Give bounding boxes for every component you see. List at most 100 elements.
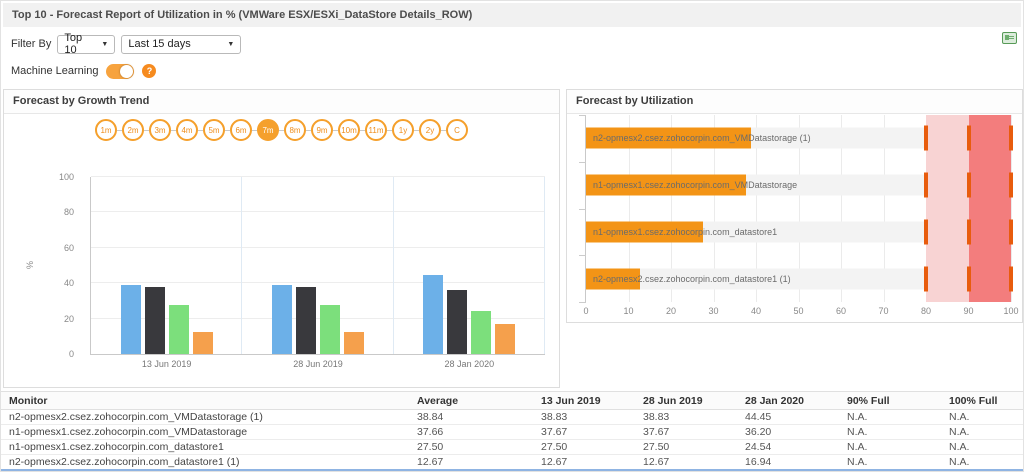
bar-block (271, 177, 364, 354)
bar-series-1 (271, 285, 292, 354)
export-csv-icon[interactable] (1002, 32, 1017, 44)
gridline (671, 115, 672, 302)
column-header: Average (409, 391, 533, 410)
warning-zone (926, 115, 969, 302)
bar-series-1 (423, 275, 444, 354)
value-cell: 44.45 (737, 409, 839, 425)
threshold-marker (966, 125, 971, 151)
y-axis-tick (579, 208, 586, 210)
pill-connector (225, 129, 230, 131)
range-pill-11m[interactable]: 11m (365, 119, 387, 141)
value-cell: N.A. (839, 454, 941, 470)
table-row: n2-opmesx2.csez.zohocorpin.com_VMDatasto… (1, 409, 1023, 425)
threshold-marker (1009, 266, 1013, 292)
threshold-marker (924, 172, 928, 198)
y-axis-tick-label: 100 (58, 172, 74, 182)
y-axis-tick (579, 161, 586, 163)
utilization-panel: Forecast by Utilization 0 10 20 30 40 50 60 70 8… (566, 89, 1023, 323)
value-cell: 24.54 (737, 439, 839, 455)
value-cell: 16.94 (737, 454, 839, 470)
bar-label: n2-opmesx2.csez.zohocorpin.com_VMDatasto… (593, 133, 811, 144)
period-value: Last 15 days (128, 38, 191, 50)
value-cell: N.A. (839, 439, 941, 455)
value-cell: 36.20 (737, 424, 839, 440)
bar-series-2 (144, 287, 165, 354)
x-axis-tick-label: 10 (623, 306, 634, 316)
bar-label: n1-opmesx1.csez.zohocorpin.com_VMDatasto… (593, 180, 798, 191)
chevron-down-icon: ▼ (227, 40, 235, 48)
machine-learning-label: Machine Learning (11, 65, 99, 77)
group-separator (392, 177, 394, 354)
value-cell: 27.50 (409, 439, 533, 455)
threshold-marker (1009, 172, 1013, 198)
range-pill-1y[interactable]: 1y (392, 119, 414, 141)
value-cell: N.A. (941, 454, 1023, 470)
pill-connector (117, 129, 122, 131)
y-axis-labels: 0 20 40 60 80 100 (4, 172, 82, 359)
monitor-cell: n2-opmesx2.csez.zohocorpin.com_VMDatasto… (1, 409, 409, 425)
value-cell: N.A. (941, 409, 1023, 425)
x-axis-tick-label: 100 (1003, 306, 1019, 316)
range-pill-7m[interactable]: 7m (257, 119, 279, 141)
pill-connector (252, 129, 257, 131)
range-pill-C[interactable]: C (446, 119, 468, 141)
x-axis-tick-label: 0 (583, 306, 589, 316)
range-pill-2m[interactable]: 2m (122, 119, 144, 141)
bar-series-3 (168, 305, 189, 354)
forecast-table: Monitor Average 13 Jun 2019 28 Jun 2019 28 J… (1, 391, 1023, 470)
utilization-row: n1-opmesx1.csez.zohocorpin.com_datastore… (586, 209, 1013, 256)
time-range-selector: 1m 2m 3m 4m 5m 6m 7m 8m 9m 10m 11m 1y 2y C (4, 119, 559, 141)
range-pill-8m[interactable]: 8m (284, 119, 306, 141)
utilization-row: n2-opmesx2.csez.zohocorpin.com_VMDatasto… (586, 115, 1013, 162)
column-header: 28 Jun 2019 (635, 391, 737, 410)
pill-connector (171, 129, 176, 131)
utilization-bar (586, 127, 752, 149)
column-header: Monitor (1, 391, 409, 410)
value-cell: N.A. (941, 424, 1023, 440)
bar-group: 13 Jun 2019 (91, 177, 242, 369)
range-pill-10m[interactable]: 10m (338, 119, 360, 141)
gridline (628, 115, 630, 302)
bar-series-3 (471, 310, 492, 354)
value-cell: 37.67 (635, 424, 737, 440)
bar-series-4 (495, 324, 516, 354)
page-title: Top 10 - Forecast Report of Utilization … (3, 3, 1021, 27)
critical-zone (968, 115, 1011, 302)
y-axis-tick (579, 302, 586, 303)
range-pill-4m[interactable]: 4m (176, 119, 198, 141)
gridline (91, 246, 545, 248)
threshold-marker (1009, 219, 1013, 245)
bottom-scroll-indicator (1, 469, 1023, 471)
range-pill-9m[interactable]: 9m (311, 119, 333, 141)
bar-series-2 (295, 287, 316, 354)
table-row: n2-opmesx2.csez.zohocorpin.com_datastore… (1, 454, 1023, 470)
pill-connector (306, 129, 311, 131)
pill-connector (387, 129, 392, 131)
value-cell: N.A. (941, 439, 1023, 455)
range-pill-3m[interactable]: 3m (149, 119, 171, 141)
value-cell: 38.84 (409, 409, 533, 425)
value-cell: 37.67 (533, 424, 635, 440)
bar-series-3 (319, 305, 340, 354)
period-select[interactable]: Last 15 days ▼ (121, 34, 242, 54)
threshold-marker (966, 219, 971, 245)
range-pill-5m[interactable]: 5m (203, 119, 225, 141)
range-pill-6m[interactable]: 6m (230, 119, 252, 141)
bar-track (586, 268, 1011, 290)
gridline (883, 115, 885, 302)
utilization-bar (586, 221, 703, 243)
pill-connector (414, 129, 419, 131)
help-icon[interactable]: ? (142, 64, 157, 78)
pill-connector (333, 129, 338, 131)
range-pill-1m[interactable]: 1m (95, 119, 117, 141)
x-axis-tick-label: 80 (920, 306, 932, 316)
top-n-select[interactable]: Top 10 ▼ (57, 32, 116, 56)
growth-trend-panel-title: Forecast by Growth Trend (4, 90, 559, 114)
x-axis-label: 28 Jan 2020 (444, 359, 495, 369)
range-pill-2y[interactable]: 2y (419, 119, 441, 141)
machine-learning-toggle[interactable] (106, 63, 135, 79)
value-cell: 12.67 (409, 454, 533, 470)
x-axis-tick-label: 20 (665, 306, 677, 316)
value-cell: 38.83 (635, 409, 737, 425)
